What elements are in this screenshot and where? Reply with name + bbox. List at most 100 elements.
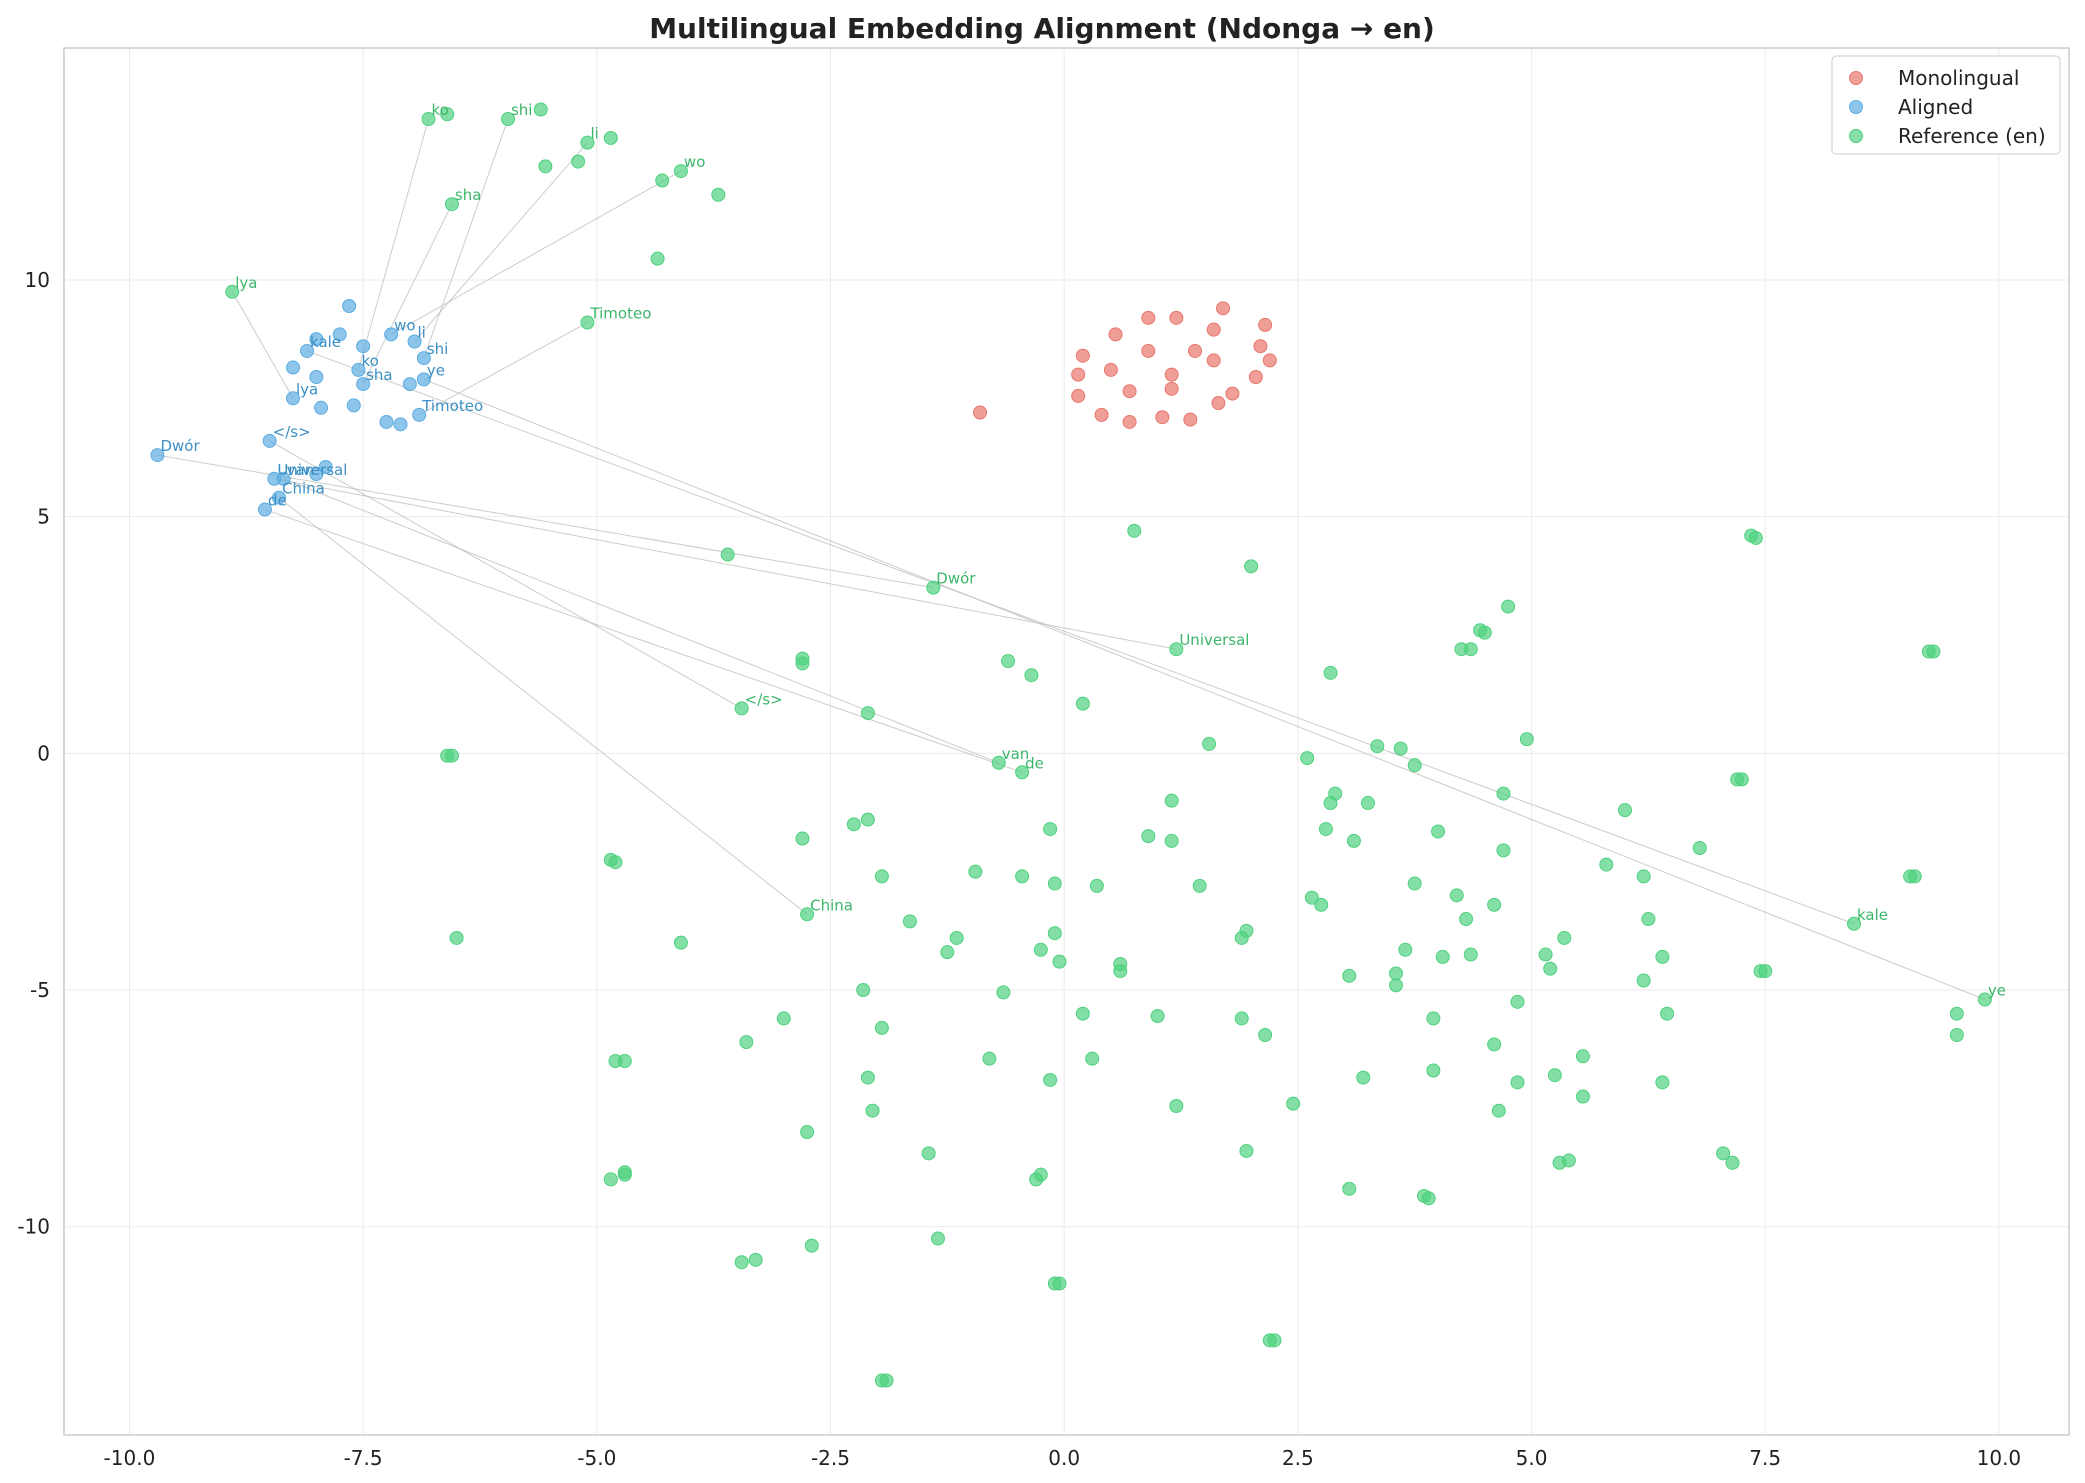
point-monolingual (1155, 410, 1170, 425)
x-tick-label: -7.5 (344, 1446, 383, 1470)
point-aligned (271, 490, 286, 505)
point-reference (800, 907, 815, 922)
point-monolingual (1188, 343, 1203, 358)
point-reference (1398, 942, 1413, 957)
point-monolingual (1075, 348, 1090, 363)
aligned-point-label: Universal (277, 461, 347, 479)
point-aligned (356, 377, 371, 392)
point-reference (1262, 1333, 1277, 1348)
point-reference (1043, 822, 1058, 837)
point-reference (1538, 947, 1553, 962)
reference-point-label: van (1002, 745, 1030, 763)
point-reference (874, 869, 889, 884)
reference-point-label: ko (432, 101, 449, 119)
point-reference (860, 1070, 875, 1085)
alignment-link (274, 478, 1177, 650)
point-aligned (412, 407, 427, 422)
point-reference (795, 656, 810, 671)
point-reference (1655, 949, 1670, 964)
point-reference (795, 831, 810, 846)
alignment-link (357, 118, 430, 371)
point-reference (538, 159, 553, 174)
point-reference (1407, 758, 1422, 773)
point-reference (930, 1231, 945, 1246)
point-reference (846, 817, 861, 832)
point-reference (1510, 994, 1525, 1009)
point-reference (1393, 741, 1408, 756)
point-aligned (262, 433, 277, 448)
point-reference (1244, 559, 1259, 574)
point-reference (617, 1167, 632, 1182)
point-reference (1407, 876, 1422, 891)
point-aligned (309, 332, 324, 347)
legend-label: Reference (en) (1898, 124, 2046, 148)
point-aligned (309, 467, 324, 482)
point-reference (608, 855, 623, 870)
point-reference (1758, 964, 1773, 979)
point-reference (1907, 869, 1922, 884)
y-tick-label: 10 (25, 268, 50, 292)
alignment-link (264, 509, 1023, 773)
point-monolingual (1206, 322, 1221, 337)
alignment-link (423, 118, 509, 359)
point-reference (1388, 978, 1403, 993)
point-reference (603, 1172, 618, 1187)
point-reference (1575, 1089, 1590, 1104)
point-reference (734, 1255, 749, 1270)
point-aligned (314, 400, 329, 415)
point-reference (225, 284, 240, 299)
point-monolingual (1164, 367, 1179, 382)
point-reference (1323, 665, 1338, 680)
point-monolingual (1216, 301, 1231, 316)
alignment-link (283, 478, 999, 764)
x-tick-label: 7.5 (1749, 1446, 1781, 1470)
point-reference (1575, 1049, 1590, 1064)
point-reference (1346, 833, 1361, 848)
point-reference (1304, 890, 1319, 905)
point-reference (1164, 833, 1179, 848)
point-reference (982, 1051, 997, 1066)
point-reference (1033, 942, 1048, 957)
point-aligned (309, 369, 324, 384)
point-reference (1169, 642, 1184, 657)
point-reference (1202, 736, 1217, 751)
point-reference (1426, 1063, 1441, 1078)
point-reference (1435, 949, 1450, 964)
point-reference (720, 547, 735, 562)
point-reference (1029, 1172, 1044, 1187)
legend-label: Aligned (1898, 95, 1973, 119)
point-reference (571, 154, 586, 169)
point-reference (800, 1125, 815, 1140)
alignment-links (157, 118, 1986, 1000)
point-reference (444, 748, 459, 763)
point-aligned (276, 471, 291, 486)
point-reference (1024, 668, 1039, 683)
point-reference (1089, 878, 1104, 893)
point-aligned (318, 459, 333, 474)
x-tick-label: -10.0 (104, 1446, 156, 1470)
point-reference (1318, 822, 1333, 837)
legend-marker (1849, 71, 1863, 85)
point-reference (1496, 786, 1511, 801)
point-reference (449, 930, 464, 945)
point-aligned (402, 377, 417, 392)
point-aligned (407, 334, 422, 349)
point-reference (804, 1238, 819, 1253)
point-reference (874, 1020, 889, 1035)
point-monolingual (1122, 414, 1137, 429)
point-reference (879, 1373, 894, 1388)
point-reference (1716, 1146, 1731, 1161)
point-reference (1692, 841, 1707, 856)
x-tick-label: -5.0 (577, 1446, 616, 1470)
point-reference (1258, 1027, 1273, 1042)
x-tick-label: 0.0 (1048, 1446, 1080, 1470)
x-tick-label: -2.5 (811, 1446, 850, 1470)
reference-point-label: li (590, 125, 598, 143)
point-monolingual (1108, 327, 1123, 342)
point-reference (673, 164, 688, 179)
point-reference (603, 130, 618, 145)
reference-point-label: lya (235, 274, 257, 292)
point-monolingual (1211, 396, 1226, 411)
point-reference (1015, 869, 1030, 884)
alignment-link (423, 378, 1986, 1000)
